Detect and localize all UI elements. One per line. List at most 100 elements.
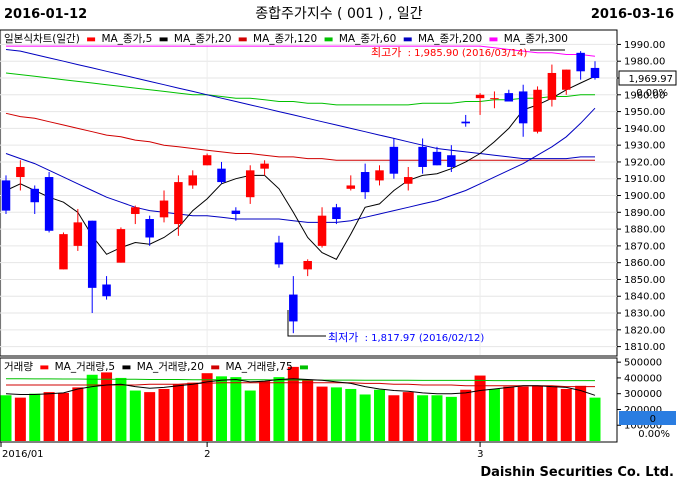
high-value: : 1,985.90 (2016/03/14): [408, 48, 528, 59]
candle-body: [202, 155, 212, 166]
candle-body: [231, 210, 241, 214]
volume-bar: [388, 395, 400, 441]
candle-body: [116, 229, 126, 263]
candle-body: [346, 185, 356, 189]
price-tick-label: 1990.00: [624, 40, 665, 51]
legend-bullet: ▬: [159, 33, 169, 45]
candle-body: [562, 69, 571, 90]
legend-ma5: MA_종가,5: [101, 33, 152, 45]
volume-moving-averages: [5, 378, 596, 396]
last-price: 1,969.97: [628, 74, 673, 85]
volume-bar: [14, 397, 26, 441]
volume-bar: [86, 374, 98, 441]
volume-bar: [359, 394, 371, 441]
low-leader-line: [287, 310, 326, 337]
legend-ma300: MA_종가,300: [504, 33, 568, 45]
candle-body: [174, 182, 183, 225]
candle-body: [289, 294, 298, 322]
volume-bar: [273, 377, 285, 441]
candle-body: [360, 172, 370, 193]
legend-vol-ma5: MA_거래량,5: [55, 361, 116, 373]
legend-ma20: MA_종가,20: [174, 33, 232, 45]
price-tick-label: 1960.00: [624, 90, 665, 101]
legend-ma60: MA_종가,60: [339, 33, 397, 45]
price-tick-label: 1910.00: [624, 174, 665, 185]
legend-japanese-chart: 일본식차트(일간): [4, 32, 80, 45]
volume-bar: [144, 392, 156, 441]
price-ma60-line: [5, 72, 595, 106]
candle-body: [576, 52, 585, 72]
volume-bar: [488, 388, 500, 441]
candle-body: [159, 200, 169, 218]
price-ma5-line: [5, 75, 596, 260]
legend-bullet: ▬: [403, 33, 413, 45]
low-annotation: 최저가 : 1,817.97 (2016/02/12): [328, 331, 484, 344]
candle-body: [44, 177, 54, 231]
volume-tick-label: 100000: [624, 421, 662, 432]
volume-change-pct: 0.00%: [638, 429, 670, 440]
price-tick-label: 1900.00: [624, 191, 665, 202]
candle-body: [59, 234, 68, 270]
volume-bar: [460, 389, 472, 441]
price-tick-label: 1850.00: [624, 275, 665, 286]
volume-bar: [230, 377, 242, 441]
candle-body: [303, 260, 312, 270]
last-price-box: [618, 70, 677, 86]
candle-body: [504, 93, 514, 102]
price-tick-label: 1890.00: [624, 208, 665, 219]
price-tick-label: 1840.00: [624, 292, 665, 303]
price-tick-label: 1820.00: [624, 325, 665, 336]
candle-body: [418, 146, 427, 167]
volume-bar: [431, 395, 443, 441]
candle-body: [475, 94, 485, 99]
volume-bar: [517, 386, 529, 441]
candle-body: [518, 91, 528, 124]
low-label: 최저가: [328, 331, 358, 344]
candle-body: [87, 220, 97, 288]
candle-body: [375, 170, 384, 181]
candle-body: [533, 89, 542, 132]
volume-tick-label: 300000: [624, 389, 662, 400]
candle-body: [274, 242, 284, 265]
volume-bar: [129, 390, 141, 441]
candle-body: [547, 72, 557, 100]
legend-volume: 거래량: [4, 361, 33, 373]
high-label: 최고가: [371, 46, 401, 59]
price-tick-label: 1940.00: [624, 124, 665, 135]
price-axis: 1810.00 1820.00 1830.00 1840.00 1850.00 1860.…: [617, 40, 665, 353]
start-date: 2016-01-12: [4, 7, 87, 22]
candle-body: [145, 219, 154, 238]
high-annotation: 최고가 : 1,985.90 (2016/03/14): [371, 46, 527, 59]
candle-body: [389, 146, 399, 174]
volume-bar: [532, 385, 544, 441]
volume-bar: [589, 397, 601, 441]
candle-body: [245, 170, 255, 198]
volume-bar: [402, 392, 414, 441]
price-ma200-line: [5, 49, 595, 160]
legend-bullet: ▬: [39, 361, 49, 373]
volume-bar: [201, 373, 213, 441]
volume-legend: 거래량 ▬ MA_거래량,5 ▬ MA_거래량,20 ▬ MA_거래량,75 ▬: [4, 361, 309, 373]
price-tick-label: 1950.00: [624, 107, 665, 118]
volume-bar: [417, 395, 429, 441]
candle-body: [30, 188, 39, 203]
volume-bar: [374, 389, 386, 441]
legend-bullet: ▬: [238, 33, 248, 45]
volume-bar: [330, 387, 342, 441]
volume-bar: [474, 375, 486, 441]
volume-bar: [101, 372, 113, 441]
volume-bar: [287, 366, 299, 441]
volume-bar: [187, 382, 199, 441]
price-ma120-line: [5, 112, 595, 161]
volume-bar: [72, 387, 84, 441]
volume-bar: [575, 385, 587, 441]
candle-body: [188, 175, 198, 186]
legend-bullet: ▬: [324, 33, 334, 45]
volume-bar: [29, 393, 41, 441]
volume-bar: [57, 392, 69, 441]
volume-bar: [215, 376, 227, 441]
candle-body: [217, 168, 226, 183]
volume-bar: [0, 395, 12, 441]
price-ma300-line: [6, 45, 596, 57]
price-ma20-line: [5, 107, 596, 223]
